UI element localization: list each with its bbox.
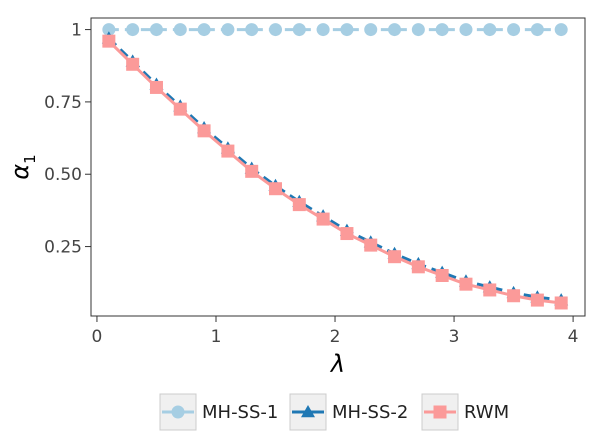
legend: MH-SS-1 MH-SS-2 RWM [159, 393, 509, 431]
data-point-mh-ss-1 [507, 23, 521, 37]
y-axis: 0.25 0.50 0.75 1 [44, 21, 91, 258]
legend-marker [171, 405, 185, 419]
data-point-mh-ss-1 [340, 23, 354, 37]
data-point-mh-ss-1 [269, 23, 283, 37]
data-point-rwm [554, 296, 568, 310]
data-point-rwm [388, 250, 402, 264]
data-point-rwm [435, 268, 449, 282]
series-mh-ss-2 [101, 31, 569, 306]
x-tick-label: 2 [330, 327, 341, 347]
series-mh-ss-1 [102, 23, 568, 37]
legend-label-mh-ss-2: MH-SS-2 [332, 402, 408, 423]
data-point-mh-ss-1 [197, 23, 211, 37]
legend-item-mh-ss-2: MH-SS-2 [289, 393, 408, 431]
legend-item-rwm: RWM [421, 393, 509, 431]
series-rwm [102, 34, 568, 310]
x-axis-title: λ [329, 350, 345, 378]
y-axis-title-group: α1 [6, 154, 39, 179]
data-point-mh-ss-1 [245, 23, 259, 37]
data-point-rwm [126, 57, 140, 71]
data-point-rwm [364, 238, 378, 252]
data-point-mh-ss-1 [459, 23, 473, 37]
y-axis-title-main: α [6, 164, 34, 180]
legend-label-mh-ss-1: MH-SS-1 [202, 402, 278, 423]
series-line-mh-ss-2 [107, 37, 562, 302]
data-point-rwm [292, 198, 306, 212]
data-point-mh-ss-1 [388, 23, 402, 37]
data-point-mh-ss-1 [292, 23, 306, 37]
x-tick-label: 4 [568, 327, 579, 347]
data-point-mh-ss-1 [126, 23, 140, 37]
data-point-mh-ss-1 [221, 23, 235, 37]
series-layer [101, 23, 569, 310]
data-point-rwm [507, 289, 521, 303]
data-point-rwm [173, 102, 187, 116]
data-point-rwm [483, 283, 497, 297]
data-point-rwm [530, 293, 544, 307]
data-point-mh-ss-1 [364, 23, 378, 37]
x-tick-label: 3 [449, 327, 460, 347]
data-point-mh-ss-1 [530, 23, 544, 37]
data-point-rwm [411, 260, 425, 274]
legend-label-rwm: RWM [464, 402, 509, 423]
legend-marker [433, 405, 447, 419]
x-tick-label: 0 [92, 327, 103, 347]
data-point-mh-ss-1 [554, 23, 568, 37]
data-point-rwm [340, 227, 354, 241]
y-tick-label: 0.50 [44, 165, 82, 185]
data-point-mh-ss-1 [173, 23, 187, 37]
data-point-rwm [459, 277, 473, 291]
y-axis-title-sub: 1 [21, 154, 39, 164]
data-point-rwm [245, 164, 259, 178]
y-tick-label: 1 [71, 21, 82, 41]
plot-frame [90, 17, 586, 317]
y-axis-title: α1 [6, 154, 39, 179]
data-point-mh-ss-1 [102, 23, 116, 37]
data-point-mh-ss-1 [149, 23, 163, 37]
data-point-mh-ss-1 [411, 23, 425, 37]
data-point-mh-ss-1 [316, 23, 330, 37]
legend-item-mh-ss-1: MH-SS-1 [159, 393, 278, 431]
series-line-rwm [107, 40, 562, 305]
legend-marker [301, 405, 315, 418]
data-point-rwm [316, 212, 330, 226]
data-point-mh-ss-1 [435, 23, 449, 37]
y-tick-label: 0.75 [44, 93, 82, 113]
data-point-rwm [221, 144, 235, 158]
y-tick-label: 0.25 [44, 238, 82, 258]
data-point-rwm [149, 80, 163, 94]
data-point-rwm [197, 124, 211, 138]
x-tick-label: 1 [211, 327, 222, 347]
data-point-rwm [269, 182, 283, 196]
data-point-mh-ss-1 [483, 23, 497, 37]
data-point-rwm [102, 34, 116, 48]
x-axis: 0 1 2 3 4 [92, 316, 579, 347]
